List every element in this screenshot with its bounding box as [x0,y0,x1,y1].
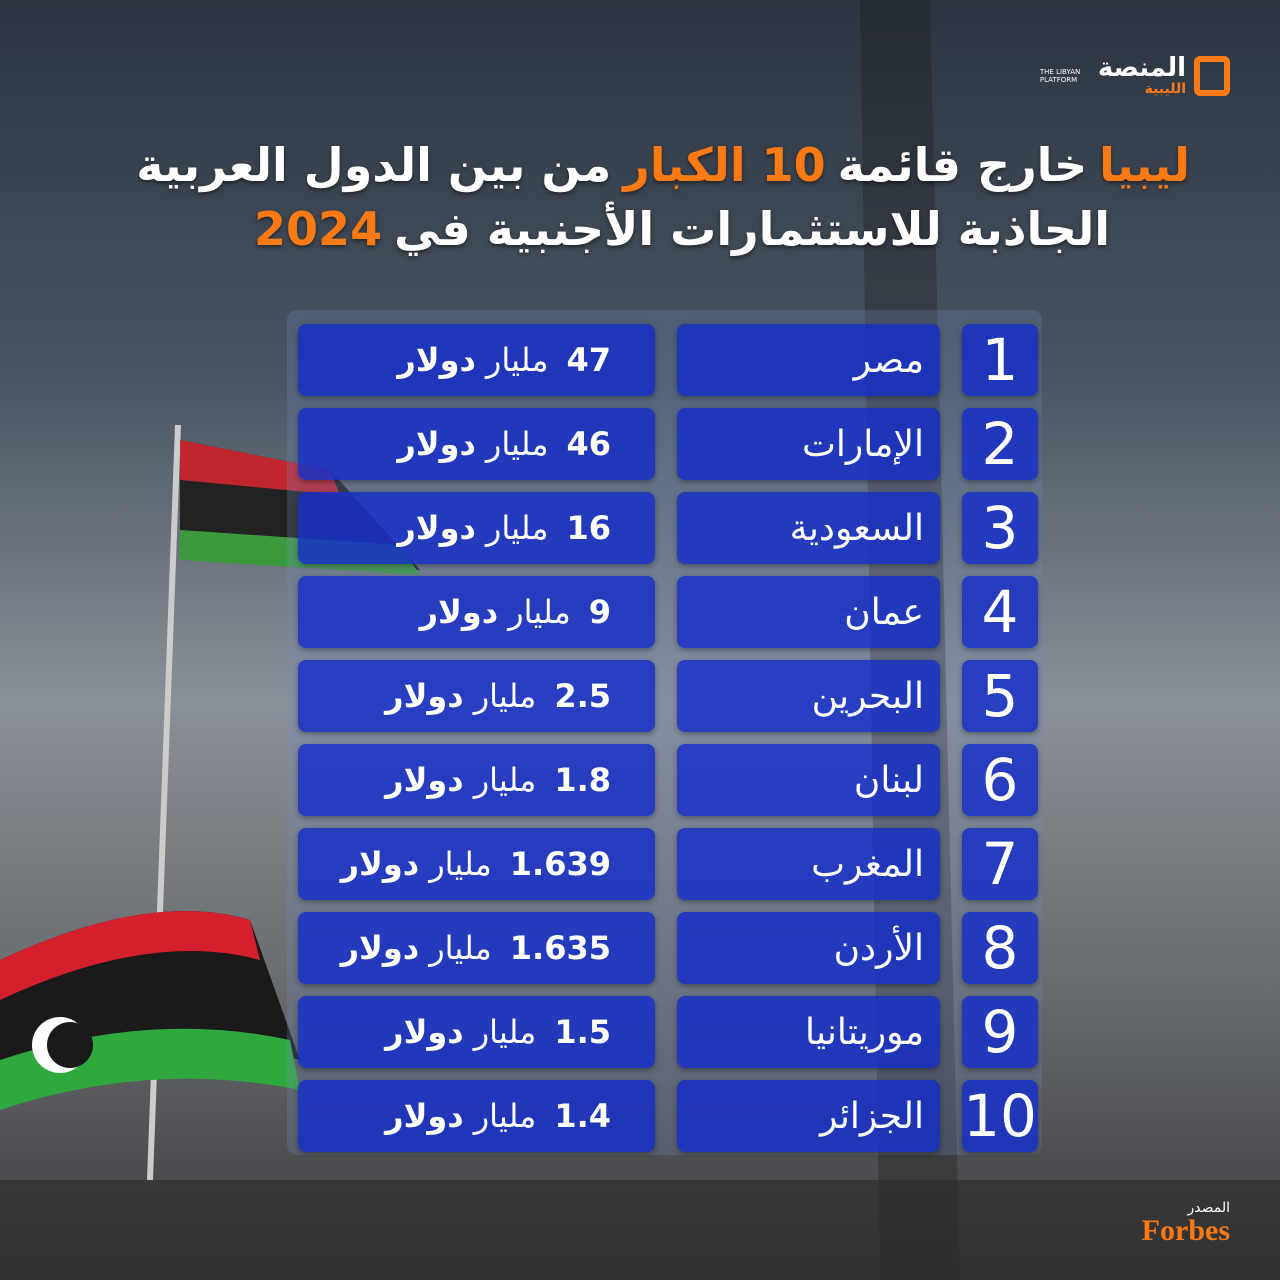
title-part: من بين الدول العربية [136,138,612,192]
value: 1.639 [509,845,611,883]
value: 46 [566,425,611,463]
value: 1.8 [554,761,611,799]
logo-latin: THE LIBYAN PLATFORM [1039,68,1081,84]
country-cell: المغرب [677,828,940,900]
rank-cell: 3 [962,492,1038,564]
unit: مليار [485,509,549,547]
value-cell: 2.5 مليار دولار [298,660,655,732]
value-cell: 46 مليار دولار [298,408,655,480]
logo-name: المنصة [1097,53,1186,83]
value-cell: 1.5 مليار دولار [298,996,655,1068]
value: 1.635 [509,929,611,967]
logo-mark [1194,56,1230,96]
country-cell: مصر [677,324,940,396]
rank-cell: 6 [962,744,1038,816]
unit: مليار [473,1097,537,1135]
currency: دولار [385,1013,464,1051]
value-cell: 9 مليار دولار [298,576,655,648]
rank-cell: 5 [962,660,1038,732]
rank-cell: 1 [962,324,1038,396]
currency: دولار [385,677,464,715]
currency: دولار [340,929,420,967]
unit: مليار [429,845,492,883]
value-cell: 1.4 مليار دولار [298,1080,655,1152]
title-part: 2024 [254,202,383,256]
rank-cell: 8 [962,912,1038,984]
currency: دولار [419,593,499,631]
currency: دولار [385,1097,464,1135]
rank-cell: 4 [962,576,1038,648]
title-part: الجاذبة للاستثمارات الأجنبية في [394,202,1110,256]
title-part: 10 الكبار [623,138,826,192]
country-cell: الجزائر [677,1080,940,1152]
value-cell: 47 مليار دولار [298,324,655,396]
unit: مليار [473,677,537,715]
unit: مليار [508,593,571,631]
logo-sub: الليبية [1144,81,1186,97]
rank-cell: 7 [962,828,1038,900]
value: 9 [588,593,611,631]
currency: دولار [397,341,476,379]
source-name: Forbes [1141,1214,1230,1247]
unit: مليار [473,1013,537,1051]
currency: دولار [397,509,476,547]
country-cell: البحرين [677,660,940,732]
value: 16 [566,509,611,547]
unit: مليار [429,929,492,967]
title-part: خارج قائمة [837,138,1088,192]
currency: دولار [397,425,476,463]
source: المصدر Forbes [1142,1200,1230,1246]
rank-cell: 9 [962,996,1038,1068]
currency: دولار [385,761,464,799]
currency: دولار [340,845,420,883]
value: 47 [566,341,611,379]
value-cell: 1.8 مليار دولار [298,744,655,816]
country-cell: السعودية [677,492,940,564]
value-cell: 1.635 مليار دولار [298,912,655,984]
rank-cell: 10 [962,1080,1038,1152]
country-cell: عمان [677,576,940,648]
logo: المنصة الليبية THE LIBYAN PLATFORM [1040,55,1230,97]
country-cell: الأردن [677,912,940,984]
country-cell: لبنان [677,744,940,816]
value-cell: 16 مليار دولار [298,492,655,564]
value-cell: 1.639 مليار دولار [298,828,655,900]
value: 2.5 [554,677,611,715]
value: 1.4 [554,1097,611,1135]
country-cell: موريتانيا [677,996,940,1068]
rank-cell: 2 [962,408,1038,480]
title-line: الجاذبة للاستثمارات الأجنبية في2024 [242,202,1110,256]
unit: مليار [473,761,537,799]
unit: مليار [485,425,549,463]
logo-text: المنصة الليبية [1098,55,1186,97]
source-label: المصدر [1187,1200,1231,1216]
unit: مليار [485,341,549,379]
value: 1.5 [554,1013,611,1051]
title-part: ليبيا [1099,138,1190,192]
title-line: ليبياخارج قائمة10 الكبارمن بين الدول الع… [124,138,1190,192]
country-cell: الإمارات [677,408,940,480]
